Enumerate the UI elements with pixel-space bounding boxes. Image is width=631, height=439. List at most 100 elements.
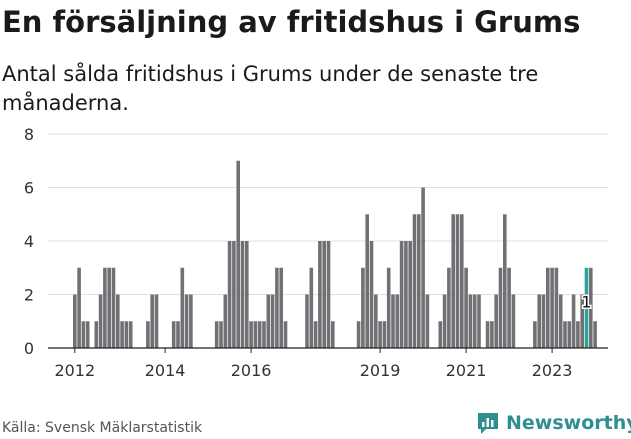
bar	[485, 321, 490, 348]
bar	[507, 267, 511, 348]
bar	[257, 321, 262, 348]
brand-name: Newsworthy	[506, 412, 631, 434]
bar	[571, 294, 576, 348]
bar	[128, 321, 133, 348]
data-label: 1	[581, 292, 591, 311]
bar	[94, 321, 99, 348]
bar	[77, 267, 81, 348]
bar	[391, 294, 395, 348]
bar	[567, 321, 572, 348]
bar	[223, 294, 228, 348]
x-tick-label: 2019	[360, 361, 401, 380]
bar	[249, 321, 253, 348]
bar	[180, 267, 185, 348]
bar	[386, 267, 391, 348]
bar	[550, 267, 554, 348]
bar	[464, 267, 468, 348]
bar	[541, 294, 546, 348]
bar	[417, 214, 421, 348]
x-tick-label: 2016	[231, 361, 272, 380]
bar	[503, 214, 507, 348]
chart-title: En försäljning av fritidshus i Grums	[2, 5, 581, 39]
bar	[533, 321, 537, 348]
bar	[262, 321, 266, 348]
bar	[73, 294, 77, 348]
bar	[472, 294, 477, 348]
bar	[563, 321, 567, 348]
x-tick-label: 2014	[145, 361, 186, 380]
bar	[85, 321, 90, 348]
bar	[309, 267, 314, 348]
bar	[365, 214, 369, 348]
bar	[219, 321, 223, 348]
bar	[494, 294, 498, 348]
bar	[232, 241, 236, 348]
bar	[425, 294, 430, 348]
bar	[395, 294, 400, 348]
bar	[253, 321, 258, 348]
bar	[240, 241, 245, 348]
bar	[283, 321, 288, 348]
bar	[442, 294, 447, 348]
bar	[331, 321, 335, 348]
bar	[498, 267, 503, 348]
bar	[576, 321, 580, 348]
highlight-bar	[584, 267, 589, 348]
bar	[98, 294, 103, 348]
bar	[537, 294, 541, 348]
bar	[477, 294, 481, 348]
bar	[120, 321, 124, 348]
bar	[322, 241, 326, 348]
bar	[369, 241, 374, 348]
bar	[116, 294, 120, 348]
bar-chart: 0 2 4 6 8 2012 2014 2016 2019 2021 2023 1	[24, 125, 608, 380]
bar	[326, 241, 331, 348]
bar	[554, 267, 559, 348]
bar	[455, 214, 460, 348]
y-tick-label: 2	[24, 286, 34, 305]
bar	[546, 267, 550, 348]
bar	[214, 321, 219, 348]
bar	[184, 294, 189, 348]
bar	[171, 321, 176, 348]
bar	[593, 321, 597, 348]
bar	[580, 294, 584, 348]
bar	[558, 294, 563, 348]
chart-subtitle: Antal sålda fritidshus i Grums under de …	[2, 62, 539, 115]
y-tick-label: 8	[24, 125, 34, 144]
newsworthy-logo-icon	[478, 413, 498, 434]
bar	[189, 294, 193, 348]
source-note: Källa: Svensk Mäklarstatistik	[2, 420, 203, 436]
bar	[356, 321, 361, 348]
bar	[438, 321, 443, 348]
x-tick-label: 2012	[54, 361, 95, 380]
bar	[245, 241, 249, 348]
bar	[279, 267, 283, 348]
bar	[361, 267, 365, 348]
bar	[378, 321, 382, 348]
bar	[404, 241, 408, 348]
bar	[124, 321, 129, 348]
bar	[305, 294, 309, 348]
bar	[511, 294, 516, 348]
bar	[412, 214, 417, 348]
bar	[81, 321, 86, 348]
brand-logo: Newsworthy	[476, 408, 631, 438]
bar	[313, 321, 318, 348]
bar	[236, 160, 240, 348]
bar	[490, 321, 494, 348]
y-tick-label: 0	[24, 339, 34, 358]
bar	[589, 267, 593, 348]
bar	[399, 241, 404, 348]
bar	[468, 294, 473, 348]
y-tick-label: 4	[24, 232, 34, 251]
bar	[460, 214, 464, 348]
bar	[447, 267, 451, 348]
bar	[146, 321, 150, 348]
x-tick-label: 2021	[446, 361, 487, 380]
bar	[451, 214, 455, 348]
bar	[103, 267, 107, 348]
bar	[154, 294, 159, 348]
bar	[275, 267, 279, 348]
bar	[227, 241, 232, 348]
